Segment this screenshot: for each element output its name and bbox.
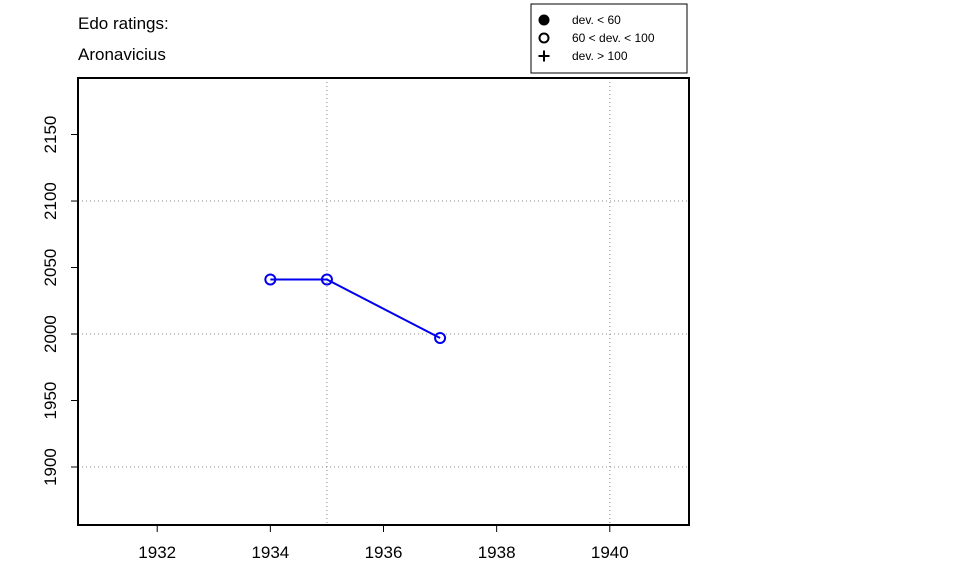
legend-box — [530, 3, 688, 74]
legend-label: dev. > 100 — [572, 49, 628, 63]
marker — [538, 14, 550, 26]
plot-frame — [77, 77, 690, 526]
x-tick-label: 1940 — [591, 543, 629, 562]
chart-title: Edo ratings: — [78, 14, 169, 33]
line — [270, 278, 441, 339]
x-tick-label: 1932 — [138, 543, 176, 562]
y-tick-label: 2150 — [41, 116, 60, 154]
marker — [320, 273, 333, 286]
y-tick-label: 1900 — [41, 448, 60, 486]
chart-subtitle: Aronavicius — [78, 45, 166, 64]
y-tick-label: 2100 — [41, 182, 60, 220]
y-tick-label: 2000 — [41, 315, 60, 353]
marker — [538, 50, 550, 62]
y-tick-label: 2050 — [41, 249, 60, 287]
legend-label: dev. < 60 — [572, 13, 621, 27]
marker — [264, 273, 277, 286]
legend-label: 60 < dev. < 100 — [572, 31, 655, 45]
x-tick-label: 1934 — [251, 543, 289, 562]
x-tick-label: 1936 — [365, 543, 403, 562]
y-tick-label: 1950 — [41, 382, 60, 420]
marker — [434, 332, 447, 345]
plot-area — [78, 78, 689, 525]
marker — [538, 32, 550, 44]
x-tick-label: 1938 — [478, 543, 516, 562]
